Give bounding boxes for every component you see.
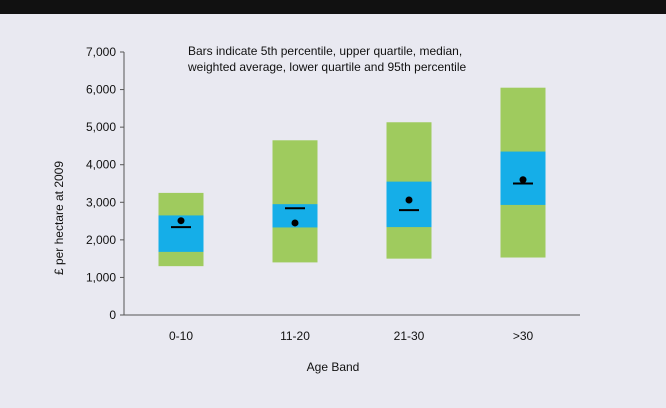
y-tick-label: 2,000 (86, 233, 116, 247)
y-tick-labels: 0 1,000 2,000 3,000 4,000 5,000 6,000 7,000 (86, 45, 116, 322)
weighted-average-marker (177, 217, 185, 225)
percentile-range-bar (272, 140, 318, 263)
y-tick-label: 0 (109, 308, 116, 322)
y-tick-label: 7,000 (86, 45, 116, 59)
boxes (158, 87, 546, 267)
interquartile-range-bar (272, 204, 318, 228)
y-tick-label: 1,000 (86, 270, 116, 284)
chart-note-line-1: Bars indicate 5th percentile, upper quar… (188, 44, 462, 58)
interquartile-range-bar (386, 181, 432, 228)
y-tick-label: 4,000 (86, 158, 116, 172)
chart-note-line-2: weighted average, lower quartile and 95t… (187, 60, 467, 74)
y-axis-label: £ per hectare at 2009 (52, 161, 66, 275)
x-tick-label: 11-20 (280, 329, 310, 343)
weighted-average-marker (519, 176, 527, 184)
y-tick-label: 6,000 (86, 83, 116, 97)
weighted-average-marker (291, 219, 299, 227)
x-tick-label: 0-10 (169, 329, 193, 343)
axes (120, 51, 580, 316)
x-tick-label: 21-30 (394, 329, 425, 343)
title-band (0, 0, 666, 14)
x-tick-label: >30 (513, 329, 534, 343)
weighted-average-marker (405, 196, 413, 204)
y-tick-label: 3,000 (86, 195, 116, 209)
x-axis-label: Age Band (307, 360, 360, 374)
y-tick-label: 5,000 (86, 120, 116, 134)
x-tick-labels: 0-10 11-20 21-30 >30 (169, 329, 534, 343)
